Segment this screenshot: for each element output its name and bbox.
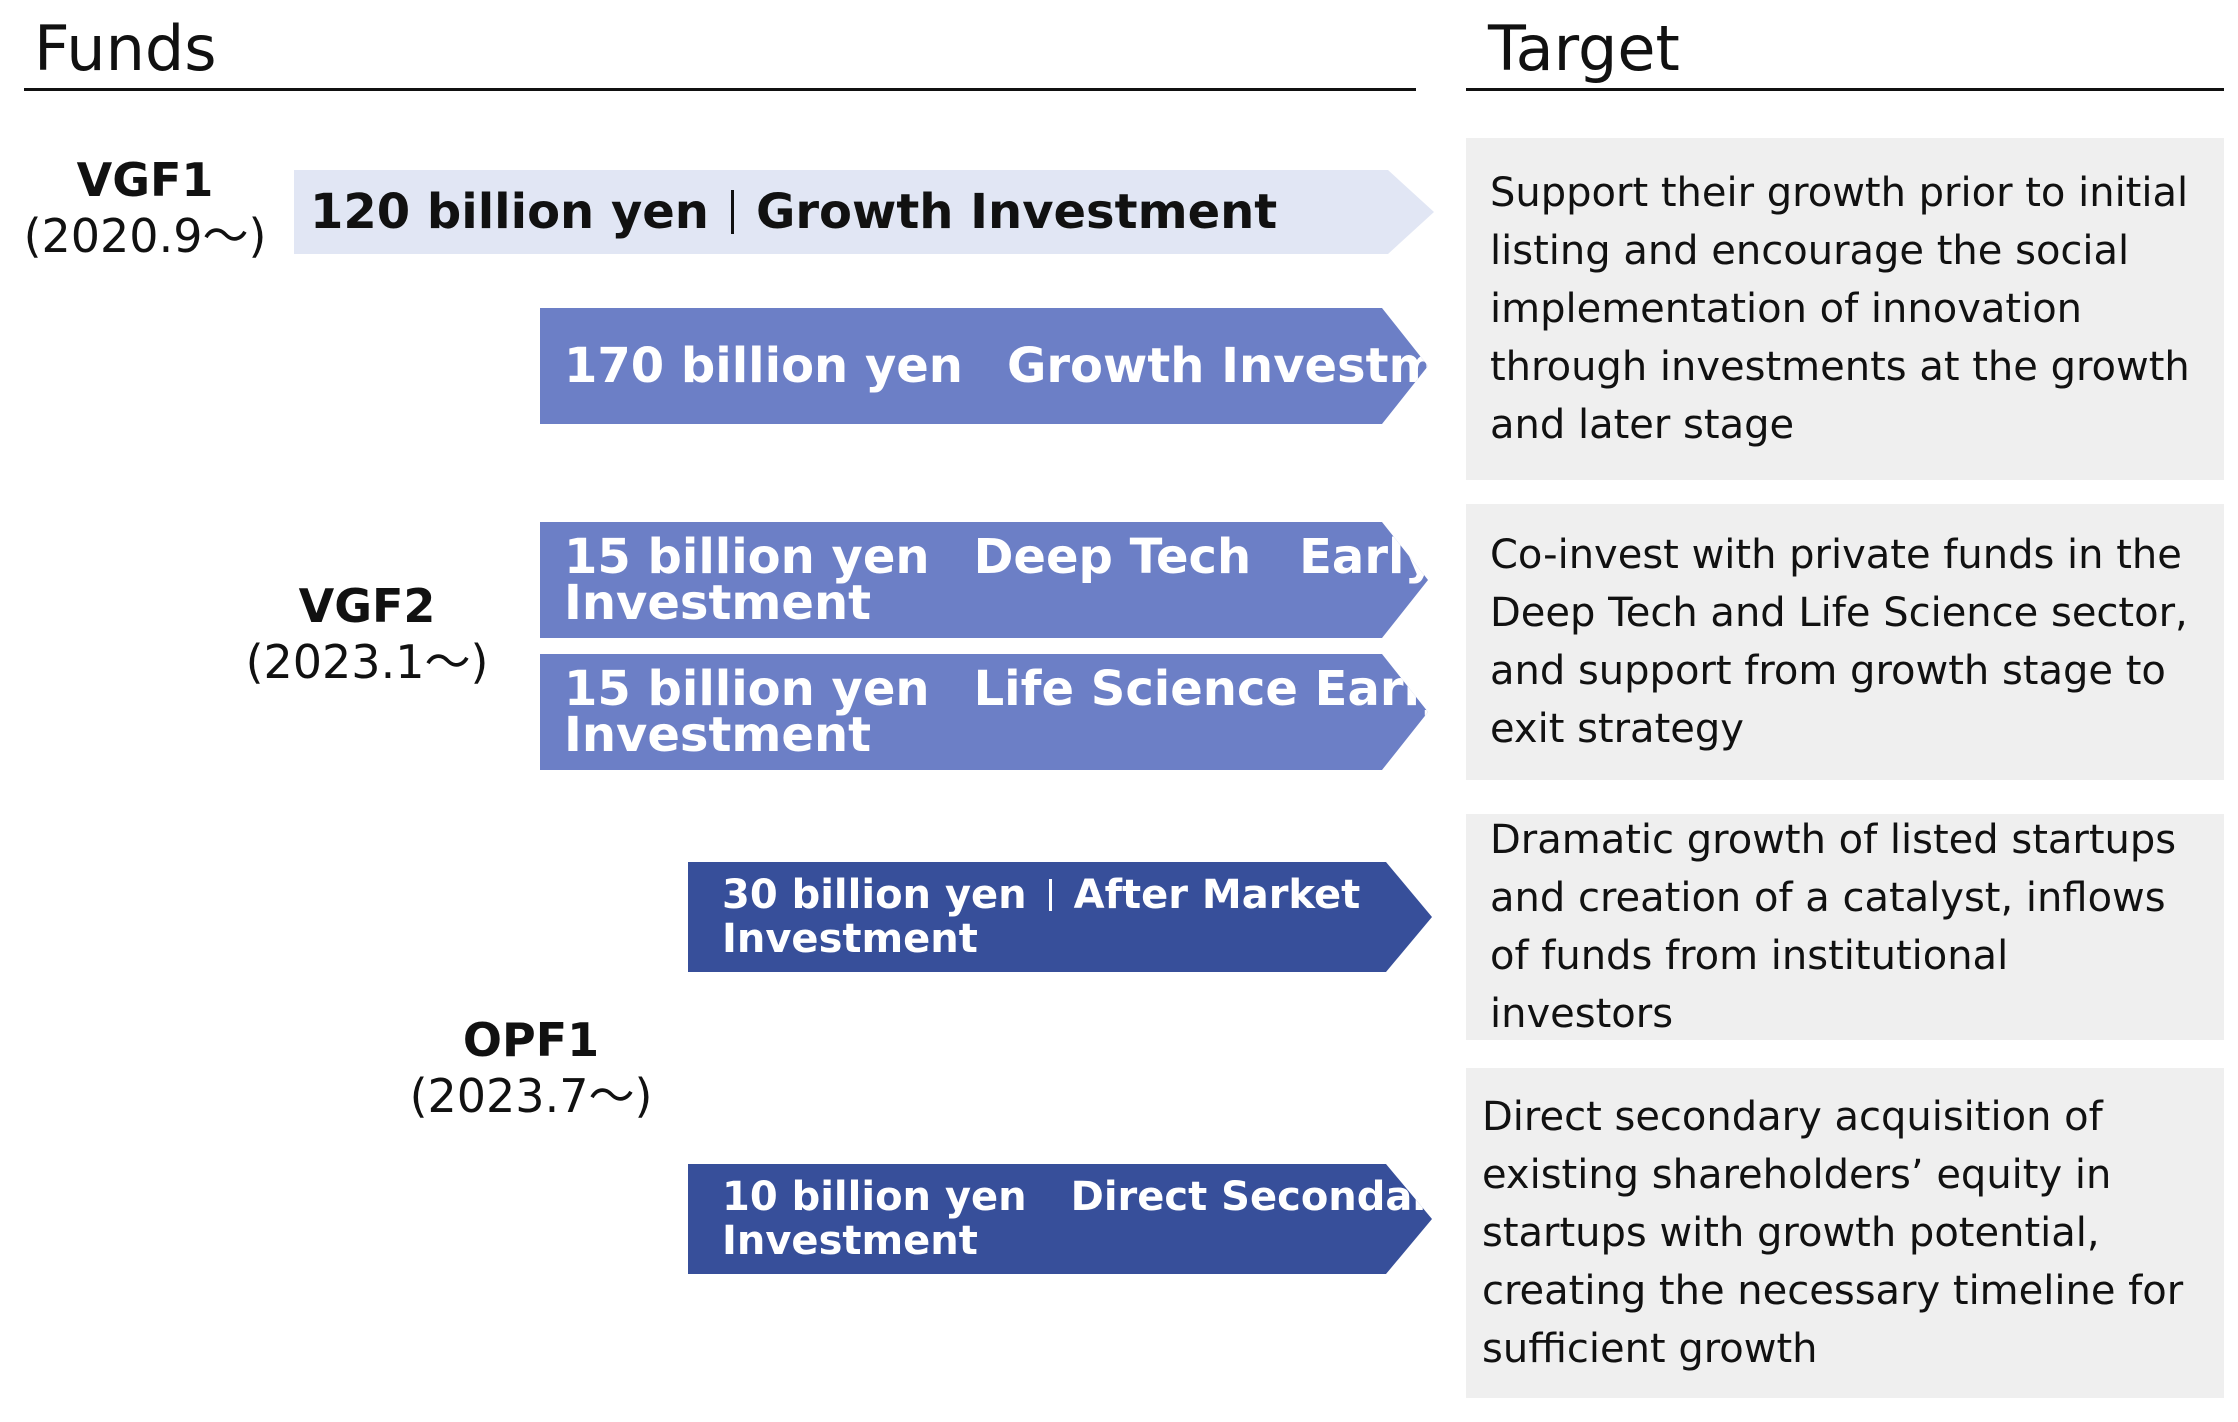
fund-date: (2023.7～) (409, 1069, 653, 1123)
funds-header-rule (24, 88, 1416, 91)
arrow-amount: 30 billion yen (722, 872, 1027, 918)
fund-label-vgf2: VGF2 (2023.1～) (232, 578, 502, 690)
arrow-type: Growth Investment (755, 184, 1278, 240)
arrow-vgf2-lifescience: 15 billion yen Life Science Early Invest… (540, 654, 1428, 770)
target-box-growth: Support their growth prior to initial li… (1466, 138, 2224, 480)
fund-label-opf1: OPF1 (2023.7～) (396, 1012, 666, 1124)
arrow-vgf2-deeptech: 15 billion yen Deep Tech Early Investmen… (540, 522, 1428, 638)
target-header-rule (1466, 88, 2224, 91)
fund-name: OPF1 (462, 1013, 600, 1067)
arrow-type-continued: Investment (722, 1218, 978, 1264)
arrow-type: After Market (1073, 872, 1361, 918)
arrow-opf1-aftermarket: 30 billion yen After Market Investment (688, 862, 1432, 972)
target-text: Co-invest with private funds in the Deep… (1490, 532, 2188, 752)
arrow-type: Deep Tech Early (973, 529, 1436, 585)
arrow-separator (731, 190, 734, 234)
arrow-vgf1-growth: 120 billion yen Growth Investment (294, 170, 1434, 254)
fund-label-vgf1: VGF1 (2020.9～) (10, 152, 280, 264)
target-header: Target (1488, 12, 1680, 85)
fund-date: (2020.9～) (23, 209, 267, 263)
arrow-amount: 10 billion yen (722, 1174, 1027, 1220)
target-box-deeptech-lifescience: Co-invest with private funds in the Deep… (1466, 504, 2224, 780)
arrow-type: Direct Secondary (1070, 1174, 1459, 1220)
fund-name: VGF2 (298, 579, 436, 633)
arrow-type-continued: Investment (564, 575, 872, 631)
arrow-amount: 15 billion yen (564, 529, 930, 585)
target-box-aftermarket: Dramatic growth of listed startups and c… (1466, 814, 2224, 1040)
arrow-opf1-direct-secondary: 10 billion yen Direct Secondary Investme… (688, 1164, 1432, 1274)
arrow-vgf2-growth: 170 billion yen Growth Investment (540, 308, 1428, 424)
target-text: Dramatic growth of listed startups and c… (1490, 817, 2177, 1037)
arrow-separator (1049, 879, 1052, 911)
fund-name: VGF1 (76, 153, 214, 207)
target-box-direct-secondary: Direct secondary acquisition of existing… (1466, 1068, 2224, 1398)
arrow-type: Life Science Early (973, 661, 1452, 717)
arrow-amount: 15 billion yen (564, 661, 930, 717)
arrow-amount: 170 billion yen (564, 338, 963, 394)
arrow-type: Growth Investment (1006, 338, 1529, 394)
target-text: Direct secondary acquisition of existing… (1482, 1094, 2184, 1372)
target-text: Support their growth prior to initial li… (1490, 170, 2190, 448)
fund-date: (2023.1～) (245, 635, 489, 689)
funds-header: Funds (34, 12, 217, 85)
arrow-type-continued: Investment (722, 916, 978, 962)
arrow-amount: 120 billion yen (310, 184, 709, 240)
arrow-type-continued: Investment (564, 707, 872, 763)
